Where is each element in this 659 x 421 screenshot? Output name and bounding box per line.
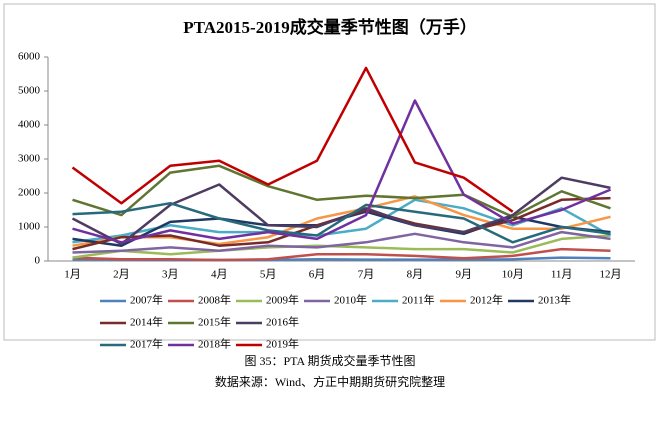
y-tick-label: 5000 [18, 85, 41, 97]
legend-label: 2011年 [402, 293, 435, 307]
x-tick-label: 6月 [309, 269, 326, 281]
legend-label: 2019年 [266, 337, 299, 351]
legend-label: 2014年 [130, 315, 163, 329]
x-tick-label: 3月 [162, 269, 179, 281]
series-line [72, 234, 611, 259]
legend-label: 2008年 [198, 293, 231, 307]
x-tick-label: 4月 [211, 269, 228, 281]
legend-label: 2015年 [198, 315, 231, 329]
x-tick-label: 10月 [502, 269, 524, 281]
series-line [72, 247, 611, 262]
series-line [72, 99, 611, 244]
x-tick-label: 12月 [600, 269, 622, 281]
legend-label: 2018年 [198, 337, 231, 351]
x-tick-label: 9月 [456, 269, 473, 281]
source-caption: 数据来源：Wind、方正中期期货研究院整理 [215, 374, 445, 389]
y-tick-label: 2000 [18, 187, 41, 199]
legend-label: 2007年 [130, 293, 163, 307]
x-tick-label: 8月 [407, 269, 424, 281]
series-line [72, 164, 611, 219]
legend-label: 2009年 [266, 293, 299, 307]
x-tick-label: 5月 [260, 269, 277, 281]
series-line [72, 201, 611, 244]
legend-label: 2016年 [266, 315, 299, 329]
legend-label: 2012年 [470, 293, 503, 307]
x-tick-label: 7月 [358, 269, 375, 281]
series-line [71, 176, 611, 246]
y-tick-label: 0 [35, 255, 41, 267]
series-line [72, 230, 611, 254]
series-line [71, 66, 514, 213]
x-tick-label: 2月 [113, 269, 130, 281]
legend-label: 2010年 [334, 293, 367, 307]
legend-label: 2013年 [538, 293, 571, 307]
y-tick-label: 6000 [18, 51, 41, 63]
x-tick-label: 11月 [551, 269, 573, 281]
chart-title: PTA2015-2019成交量季节性图（万手） [183, 17, 476, 37]
y-tick-label: 3000 [18, 153, 41, 165]
x-tick-label: 1月 [64, 269, 81, 281]
legend-label: 2017年 [130, 337, 163, 351]
figure-caption: 图 35：PTA 期货成交量季节性图 [244, 353, 415, 368]
y-tick-label: 1000 [18, 221, 41, 233]
chart-frame [3, 3, 656, 341]
y-tick-label: 4000 [18, 119, 41, 131]
series-line [72, 195, 611, 247]
